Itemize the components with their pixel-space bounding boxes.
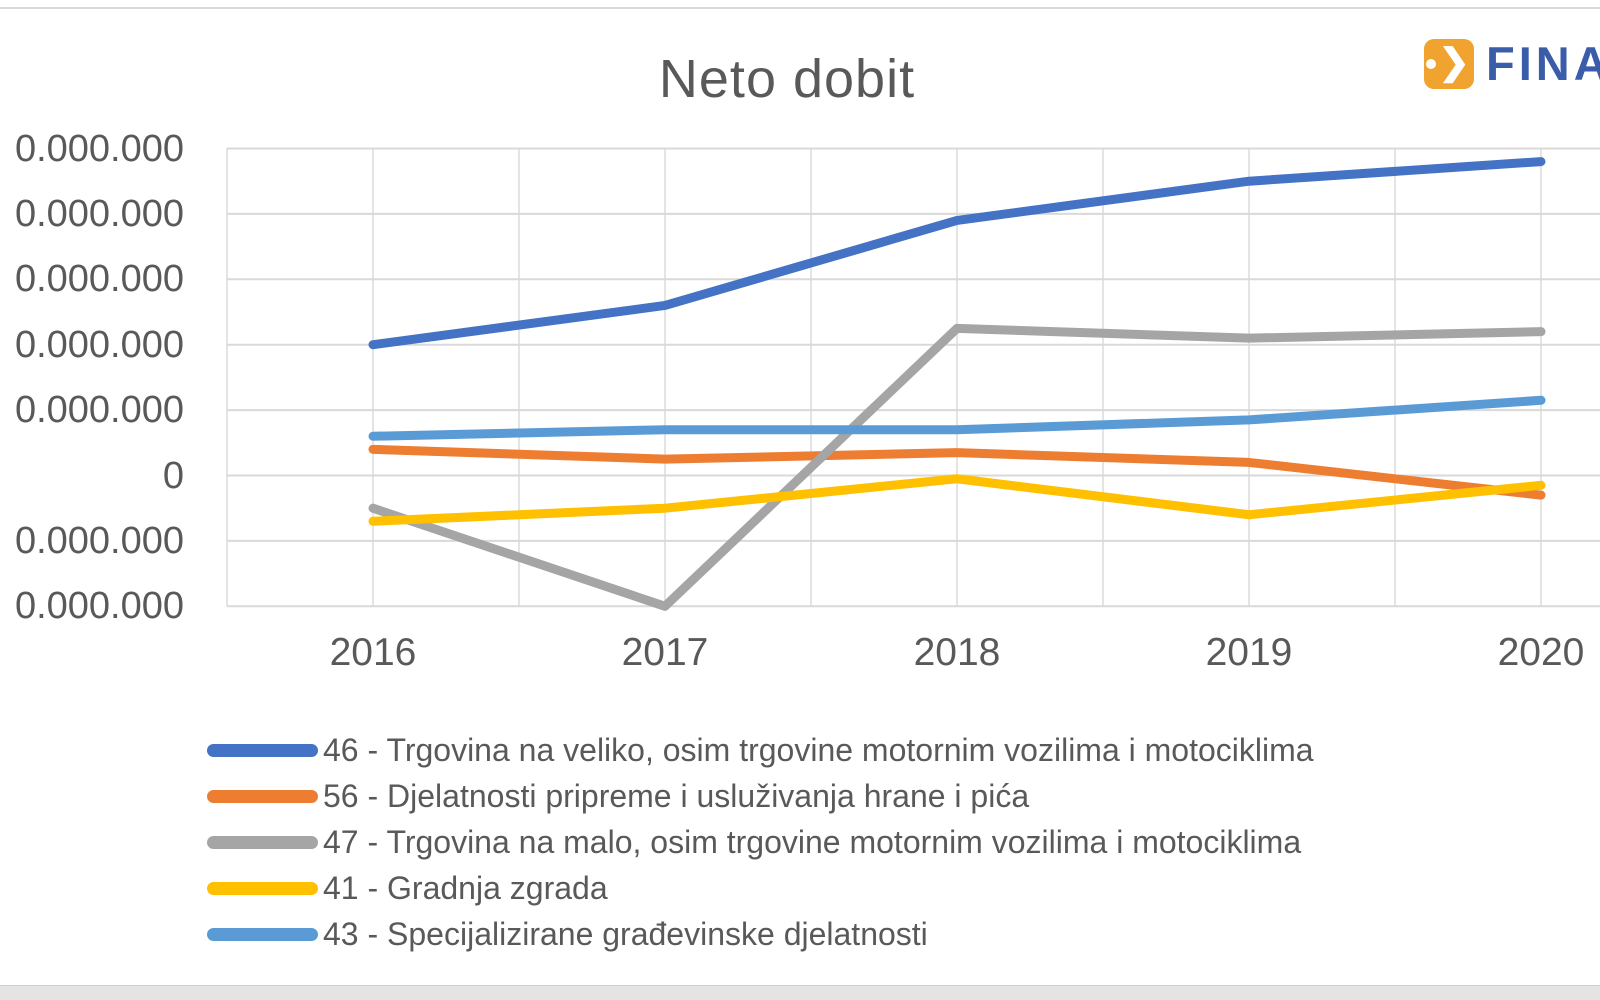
y-axis-tick-label: 0.000.000: [14, 258, 184, 301]
series-line-41: [368, 474, 1546, 526]
legend-swatch-line: [207, 835, 318, 849]
x-axis-tick-label: 2016: [329, 631, 417, 674]
fina-logo-text: FINA: [1486, 37, 1600, 90]
window-top-border: [0, 7, 1600, 9]
fina-logo: ❯ FINA: [1424, 36, 1600, 91]
legend-item: 41 - Gradnja zgrada: [207, 865, 1314, 911]
logo-dot-icon: [1426, 58, 1437, 69]
legend-item: 46 - Trgovina na veliko, osim trgovine m…: [207, 727, 1314, 773]
y-axis-tick-label: 0.000.000: [14, 192, 184, 235]
x-axis-tick-label: 2020: [1497, 631, 1585, 674]
chart-title: Neto dobit: [658, 49, 916, 109]
series-line-46: [368, 157, 1546, 350]
legend-label: 41 - Gradnja zgrada: [323, 869, 608, 906]
legend-swatch-line: [207, 789, 318, 803]
legend-swatch-line: [207, 881, 318, 895]
legend-item: 47 - Trgovina na malo, osim trgovine mot…: [207, 819, 1314, 865]
series-line-47: [368, 323, 1546, 611]
x-axis-tick-label: 2018: [913, 631, 1001, 674]
y-axis-tick-label: 0.000.000: [14, 519, 184, 562]
legend-swatch-line: [207, 927, 318, 941]
legend: 46 - Trgovina na veliko, osim trgovine m…: [207, 727, 1314, 957]
fina-logo-icon: ❯: [1424, 38, 1474, 89]
legend-swatch-line: [207, 743, 318, 757]
x-axis-tick-label: 2019: [1205, 631, 1293, 674]
y-axis-tick-label: 0: [162, 454, 184, 497]
y-axis-tick-label: 0.000.000: [14, 585, 184, 628]
x-axis-tick-label: 2017: [621, 631, 709, 674]
logo-chevron-icon: ❯: [1438, 41, 1471, 82]
legend-label: 47 - Trgovina na malo, osim trgovine mot…: [323, 823, 1302, 860]
legend-label: 56 - Djelatnosti pripreme i usluživanja …: [323, 777, 1030, 814]
y-axis-tick-label: 0.000.000: [14, 389, 184, 432]
legend-label: 46 - Trgovina na veliko, osim trgovine m…: [323, 731, 1314, 768]
y-axis-tick-label: 0.000.000: [14, 127, 184, 170]
legend-label: 43 - Specijalizirane građevinske djelatn…: [323, 915, 928, 952]
y-axis-tick-label: 0.000.000: [14, 323, 184, 366]
legend-item: 43 - Specijalizirane građevinske djelatn…: [207, 911, 1314, 957]
legend-item: 56 - Djelatnosti pripreme i usluživanja …: [207, 773, 1314, 819]
series-line-43: [368, 395, 1546, 441]
series-line-56: [368, 444, 1546, 500]
window-bottom-strip: [0, 985, 1600, 1000]
